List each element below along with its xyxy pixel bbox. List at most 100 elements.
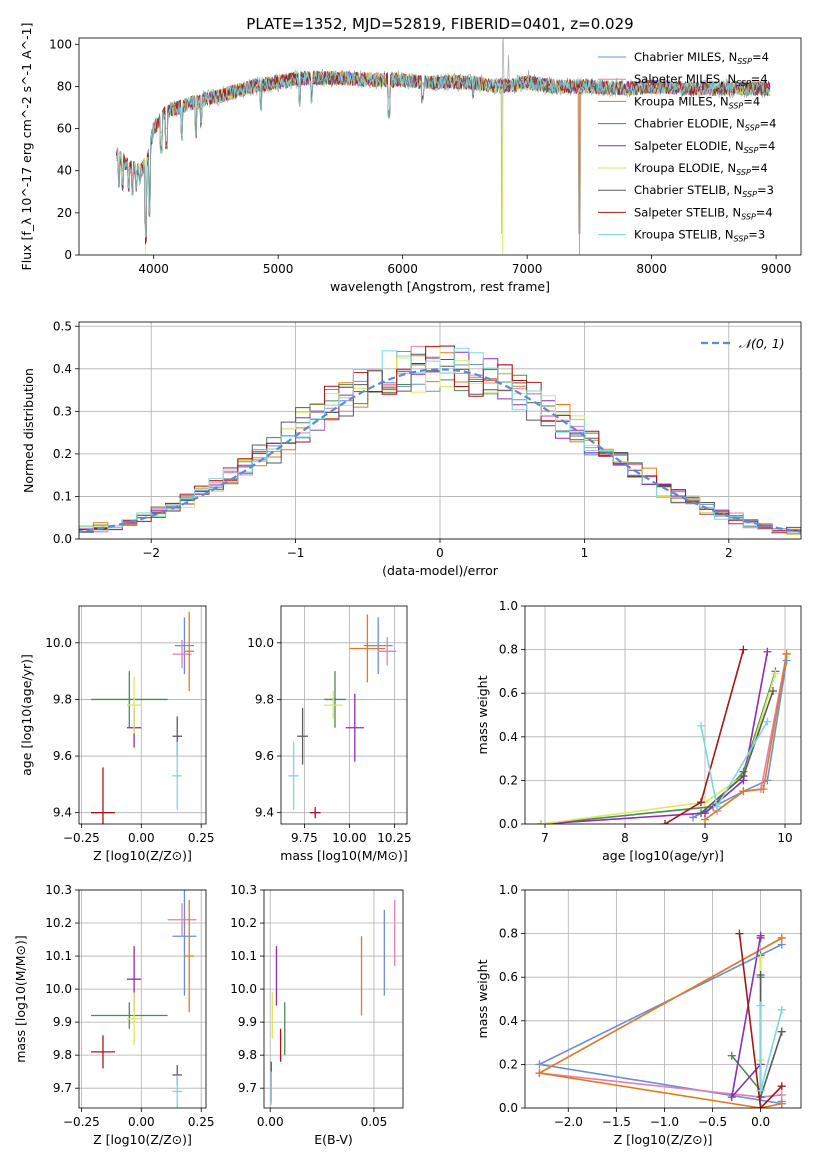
errorbar-point	[363, 617, 393, 674]
weight-marker	[739, 772, 748, 781]
y-tick-label: 9.8	[53, 1048, 72, 1062]
weight-marker	[739, 787, 748, 796]
x-axis-label: wavelength [Angstrom, rest frame]	[330, 279, 550, 294]
x-tick-label: −2	[142, 546, 160, 560]
x-tick-label: 8	[621, 831, 629, 845]
weight-line-kroupa-miles	[704, 653, 788, 821]
weight-marker	[756, 933, 765, 942]
weight-marker	[756, 1086, 765, 1095]
plot-area	[79, 345, 801, 536]
legend-entry-count: =3	[757, 183, 774, 197]
legend-entry-subscript: SSP	[742, 190, 757, 199]
y-tick-label: 10.1	[45, 949, 72, 963]
y-tick-label: 100	[49, 37, 72, 51]
y-tick-label: 9.7	[53, 1081, 72, 1095]
x-axis-label: Z [log10(Z/Z⊙)]	[93, 848, 192, 863]
weight-marker	[661, 820, 669, 824]
x-tick-label: 10	[777, 831, 792, 845]
y-tick-label: 0.4	[499, 730, 518, 744]
errorbar-point	[172, 639, 192, 669]
weight-marker	[535, 1060, 544, 1069]
legend-entry: Chabrier MILES, NSSP=4	[634, 50, 769, 66]
x-tick-label: −1.5	[602, 1115, 631, 1129]
y-tick-label: 0.2	[499, 773, 518, 787]
y-tick-label: 10.2	[230, 916, 257, 930]
model-spectrum-kroupa-stelib	[115, 69, 771, 239]
errorbar-point	[90, 767, 115, 824]
errorbar-point	[184, 899, 195, 1013]
grid	[79, 606, 206, 824]
weight-marker	[535, 1069, 544, 1078]
legend-entry-subscript: SSP	[736, 79, 751, 88]
legend-entry-text: Chabrier MILES, N	[634, 50, 737, 64]
legend-entry-count: =4	[760, 117, 777, 131]
weight-line-kroupa-stelib	[759, 1005, 783, 1091]
y-tick-label: 40	[57, 164, 72, 178]
x-tick-label: 7	[541, 831, 549, 845]
age-vs-mass-panel: 9.75 10.00 10.25 9.4 9.6 9.8 10.0 mass [log10(M…	[247, 605, 412, 863]
y-tick-label: 0.2	[53, 447, 72, 461]
y-axis-label: mass weight	[475, 675, 490, 754]
errorbar-point	[324, 671, 346, 728]
y-tick-label: 0	[64, 248, 72, 262]
legend-entry: Salpeter STELIB, NSSP=4	[634, 205, 773, 221]
x-axis-label: mass [log10(M/M⊙)]	[280, 848, 408, 863]
y-tick-label: 0.0	[53, 532, 72, 546]
legend-entry-text: Kroupa STELIB, N	[634, 228, 734, 242]
legend-entry-text: Salpeter ELODIE, N	[634, 139, 744, 153]
y-tick-label: 0.4	[53, 362, 72, 376]
y-axis-label: mass weight	[475, 959, 490, 1038]
x-axis-label: (data-model)/error	[382, 563, 499, 578]
y-tick-label: 0.8	[499, 927, 518, 941]
y-tick-label: 9.8	[255, 692, 274, 706]
axes-frame	[78, 37, 802, 256]
y-tick-label: 10.0	[45, 636, 72, 650]
legend-entry-subscript: SSP	[744, 146, 759, 155]
x-tick-label: 9000	[761, 262, 792, 276]
mass-weight-vs-age-panel: 7 8 9 10 0.0 0.2 0.4 0.6 0.8 1.0 age [log10(age/yr…	[475, 599, 802, 863]
x-tick-label: 0	[436, 546, 444, 560]
errorbar-point	[90, 1035, 115, 1069]
errorbar-point	[324, 690, 343, 720]
legend-entry-text: Salpeter STELIB, N	[634, 205, 741, 219]
y-tick-label: 20	[57, 206, 72, 220]
errorbar-point	[288, 741, 299, 810]
y-tick-label: 0.1	[53, 489, 72, 503]
plot-area	[90, 611, 195, 824]
weight-marker	[782, 649, 791, 658]
x-tick-label: 9.75	[291, 831, 318, 845]
axes-frame	[280, 605, 408, 825]
x-tick-label: 8000	[636, 262, 667, 276]
x-axis-label: Z [log10(Z/Z⊙)]	[614, 1132, 713, 1147]
y-tick-label: 9.9	[238, 1015, 257, 1029]
weight-marker	[697, 809, 705, 818]
axes-frame	[524, 605, 802, 825]
y-tick-label: 10.3	[45, 883, 72, 897]
legend-entry-subscript: SSP	[729, 101, 744, 110]
age-vs-metallicity-panel: −0.25 0.00 0.25 9.4 9.6 9.8 10.0 Z [log10(Z/Z⊙)…	[19, 605, 215, 863]
x-axis-label: E(B-V)	[314, 1132, 353, 1147]
x-tick-label: 6000	[387, 262, 418, 276]
plot-area	[115, 38, 771, 255]
plot-area	[288, 614, 397, 819]
y-tick-label: 10.0	[45, 982, 72, 996]
y-tick-label: 80	[57, 79, 72, 93]
weight-marker	[777, 1005, 786, 1014]
y-tick-label: 1.0	[499, 883, 518, 897]
weight-line-kroupa-elodie	[540, 673, 777, 824]
x-tick-label: 9	[701, 831, 709, 845]
x-tick-label: 0.00	[128, 1115, 155, 1129]
weight-marker	[713, 802, 721, 811]
legend-entry: Kroupa ELODIE, NSSP=4	[634, 161, 768, 177]
y-tick-label: 0.2	[499, 1057, 518, 1071]
x-tick-label: −0.25	[63, 831, 100, 845]
legend-entry-count: =4	[743, 94, 760, 108]
grid	[525, 605, 801, 825]
errorbar-point	[126, 992, 142, 1046]
weight-marker	[769, 687, 777, 696]
plot-area	[535, 929, 786, 1108]
weight-marker	[537, 820, 545, 824]
weight-marker	[756, 1001, 765, 1010]
